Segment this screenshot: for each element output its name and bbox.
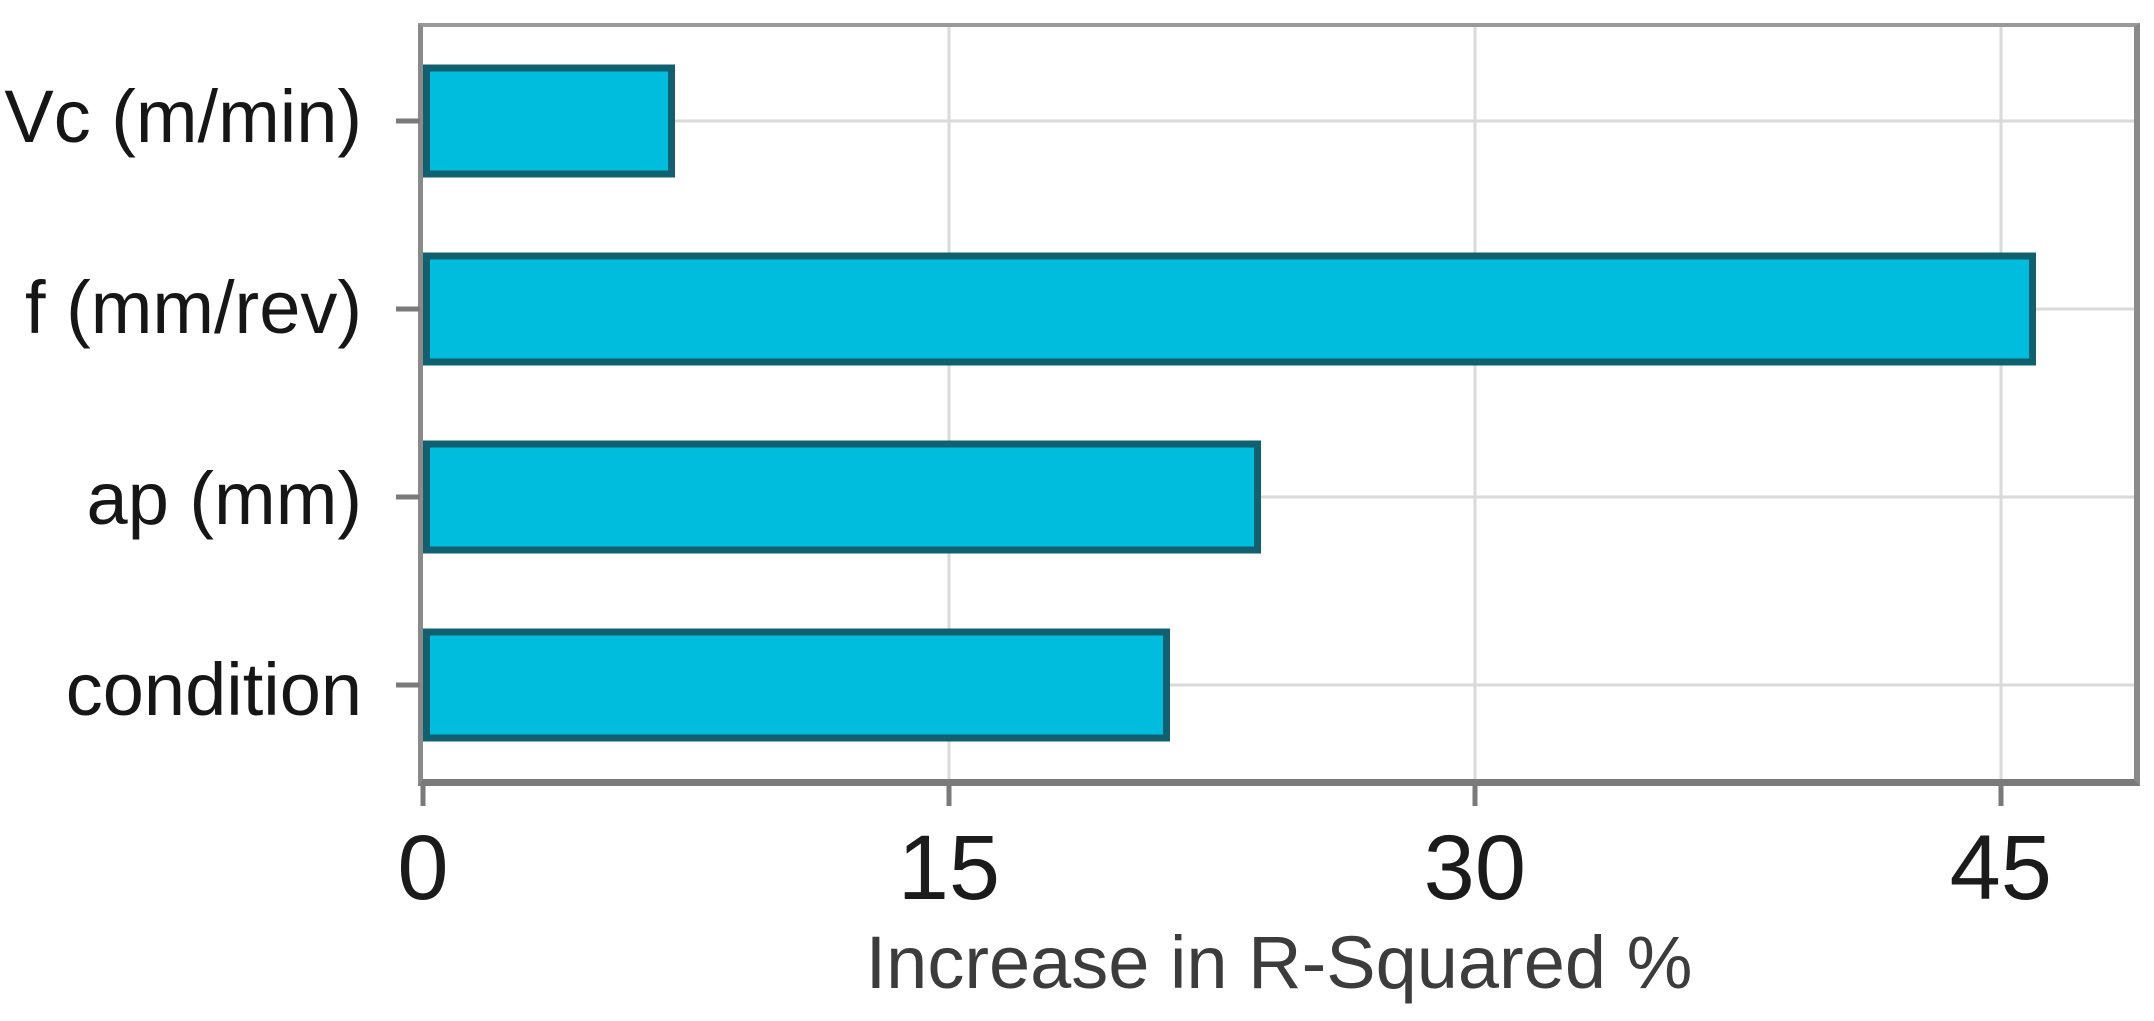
x-tick-mark xyxy=(946,786,952,806)
bar xyxy=(423,440,1261,554)
x-tick-label: 45 xyxy=(1949,817,2052,919)
category-label: f (mm/rev) xyxy=(24,265,362,349)
v-gridline xyxy=(947,27,951,779)
x-tick-label: 15 xyxy=(897,817,1001,919)
y-tick-mark xyxy=(396,306,420,312)
y-axis-category-labels: Vc (m/min) f (mm/rev) ap (mm) condition xyxy=(0,23,388,786)
x-tick-label: 30 xyxy=(1423,817,1527,919)
x-tick-mark xyxy=(1998,786,2004,806)
bar xyxy=(423,252,2036,366)
y-tick-mark xyxy=(396,494,420,500)
bar xyxy=(423,628,1170,742)
x-tick-mark xyxy=(1472,786,1478,806)
v-gridline xyxy=(1473,27,1477,779)
y-tick-mark xyxy=(396,118,420,124)
y-tick-mark xyxy=(396,682,420,688)
h-gridline xyxy=(423,495,2134,499)
category-label: condition xyxy=(65,647,362,731)
x-axis-title: Increase in R-Squared % xyxy=(865,921,1693,1004)
category-label: ap (mm) xyxy=(86,456,362,540)
bar xyxy=(423,64,676,178)
h-gridline xyxy=(423,119,2134,123)
category-label: Vc (m/min) xyxy=(4,75,362,159)
v-gridline xyxy=(1999,27,2003,779)
h-gridline xyxy=(423,683,2134,687)
plot-area xyxy=(418,23,2140,786)
x-tick-mark xyxy=(420,786,426,806)
x-tick-label: 0 xyxy=(397,817,449,919)
